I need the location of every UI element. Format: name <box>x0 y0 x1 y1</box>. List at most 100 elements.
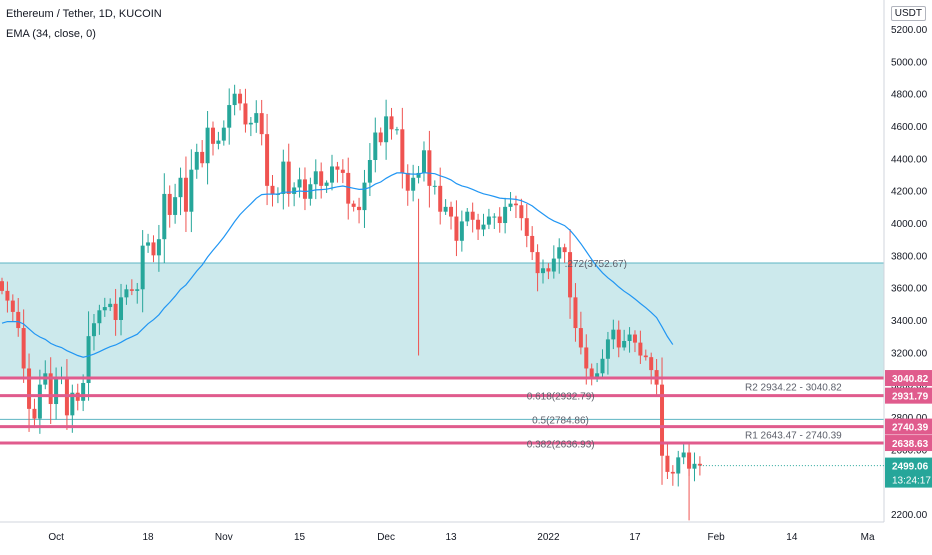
level-price-tag-text: 3040.82 <box>892 374 929 385</box>
candle-body <box>578 328 583 348</box>
x-tick-label: 18 <box>143 532 155 543</box>
candle-body <box>400 129 405 173</box>
candle-body <box>524 218 529 236</box>
candle-body <box>210 127 215 144</box>
symbol-title: Ethereum / Tether, 1D, KUCOIN <box>6 8 162 20</box>
x-tick-label: Dec <box>377 532 395 543</box>
candle-body <box>497 216 502 224</box>
y-tick-label: 3800.00 <box>891 251 928 262</box>
candle-body <box>129 289 134 291</box>
ema-line <box>1 171 674 358</box>
candle-body <box>492 216 497 218</box>
x-tick-label: Feb <box>708 532 726 543</box>
candle-body <box>530 235 535 253</box>
candle-body <box>243 103 248 125</box>
candle-body <box>91 323 96 337</box>
candle-body <box>70 392 75 416</box>
candle-body <box>692 463 697 469</box>
x-tick-label: Ma <box>861 532 875 543</box>
y-tick-label: 4400.00 <box>891 154 928 165</box>
level-price-tag-text: 2638.63 <box>892 439 929 450</box>
fib-label: 0.618(2932.79) <box>527 391 595 402</box>
candle-body <box>449 206 454 217</box>
candle-body <box>481 224 486 230</box>
candle-body <box>254 113 259 123</box>
candle-body <box>443 206 448 212</box>
candle-body <box>156 239 161 256</box>
candle-body <box>454 216 459 241</box>
y-tick-label: 4600.00 <box>891 122 928 133</box>
range-label: R1 2643.47 - 2740.39 <box>745 430 842 441</box>
candle-body <box>632 334 637 343</box>
candle-body <box>146 242 151 246</box>
candle-body <box>189 169 194 212</box>
candle-body <box>384 116 389 143</box>
candle-body <box>643 355 648 358</box>
y-tick-label: 4800.00 <box>891 90 928 101</box>
candle-body <box>432 185 437 187</box>
candle-body <box>335 166 340 170</box>
candle-body <box>394 129 399 131</box>
candle-body <box>265 134 270 186</box>
candle-body <box>200 151 205 164</box>
candle-body <box>113 303 118 320</box>
y-tick-label: 3400.00 <box>891 316 928 327</box>
candle-body <box>638 342 643 356</box>
candle-body <box>351 203 356 207</box>
fib-label: 0.5(2784.86) <box>532 415 589 426</box>
candle-body <box>681 452 686 458</box>
x-tick-label: 14 <box>786 532 798 543</box>
candle-body <box>37 384 42 419</box>
candle-body <box>589 368 594 377</box>
level-price-tag <box>885 387 932 404</box>
candle-body <box>81 383 86 401</box>
level-price-tag <box>885 370 932 387</box>
candle-body <box>557 247 562 259</box>
candle-body <box>584 347 589 369</box>
candle-body <box>324 182 329 186</box>
candle-body <box>616 329 621 348</box>
candle-body <box>486 216 491 225</box>
candle-body <box>297 179 302 188</box>
candle-body <box>259 113 264 135</box>
candle-body <box>660 384 665 456</box>
candle-body <box>330 166 335 183</box>
candle-body <box>508 203 513 207</box>
candle-body <box>108 303 113 308</box>
candle-body <box>605 339 610 359</box>
candle-body <box>416 172 421 178</box>
candle-body <box>216 140 221 144</box>
candle-body <box>611 329 616 340</box>
candle-body <box>97 310 102 324</box>
candle-body <box>670 471 675 474</box>
y-tick-label: 3600.00 <box>891 284 928 295</box>
level-price-tag <box>885 435 932 452</box>
candle-body <box>205 127 210 164</box>
candle-body <box>595 373 600 377</box>
candle-body <box>238 93 243 104</box>
candle-body <box>194 151 199 170</box>
candle-body <box>232 93 237 106</box>
candle-body <box>546 268 551 272</box>
candle-body <box>0 281 4 291</box>
candle-body <box>340 169 345 173</box>
candle-body <box>362 182 367 211</box>
candle-body <box>183 177 188 212</box>
level-price-tag-text: 2740.39 <box>892 423 929 434</box>
candle-body <box>476 219 481 230</box>
candle-body <box>622 340 627 348</box>
candle-body <box>427 150 432 186</box>
x-tick-label: Nov <box>215 532 233 543</box>
candle-body <box>421 150 426 173</box>
y-tick-label: 3000.00 <box>891 381 928 392</box>
x-tick-label: 15 <box>294 532 306 543</box>
currency-button[interactable]: USDT <box>890 6 926 21</box>
candle-body <box>600 358 605 374</box>
x-tick-label: Oct <box>48 532 64 543</box>
candle-body <box>281 161 286 194</box>
candle-body <box>178 177 183 198</box>
support-zone <box>0 262 884 379</box>
candle-body <box>697 463 702 466</box>
